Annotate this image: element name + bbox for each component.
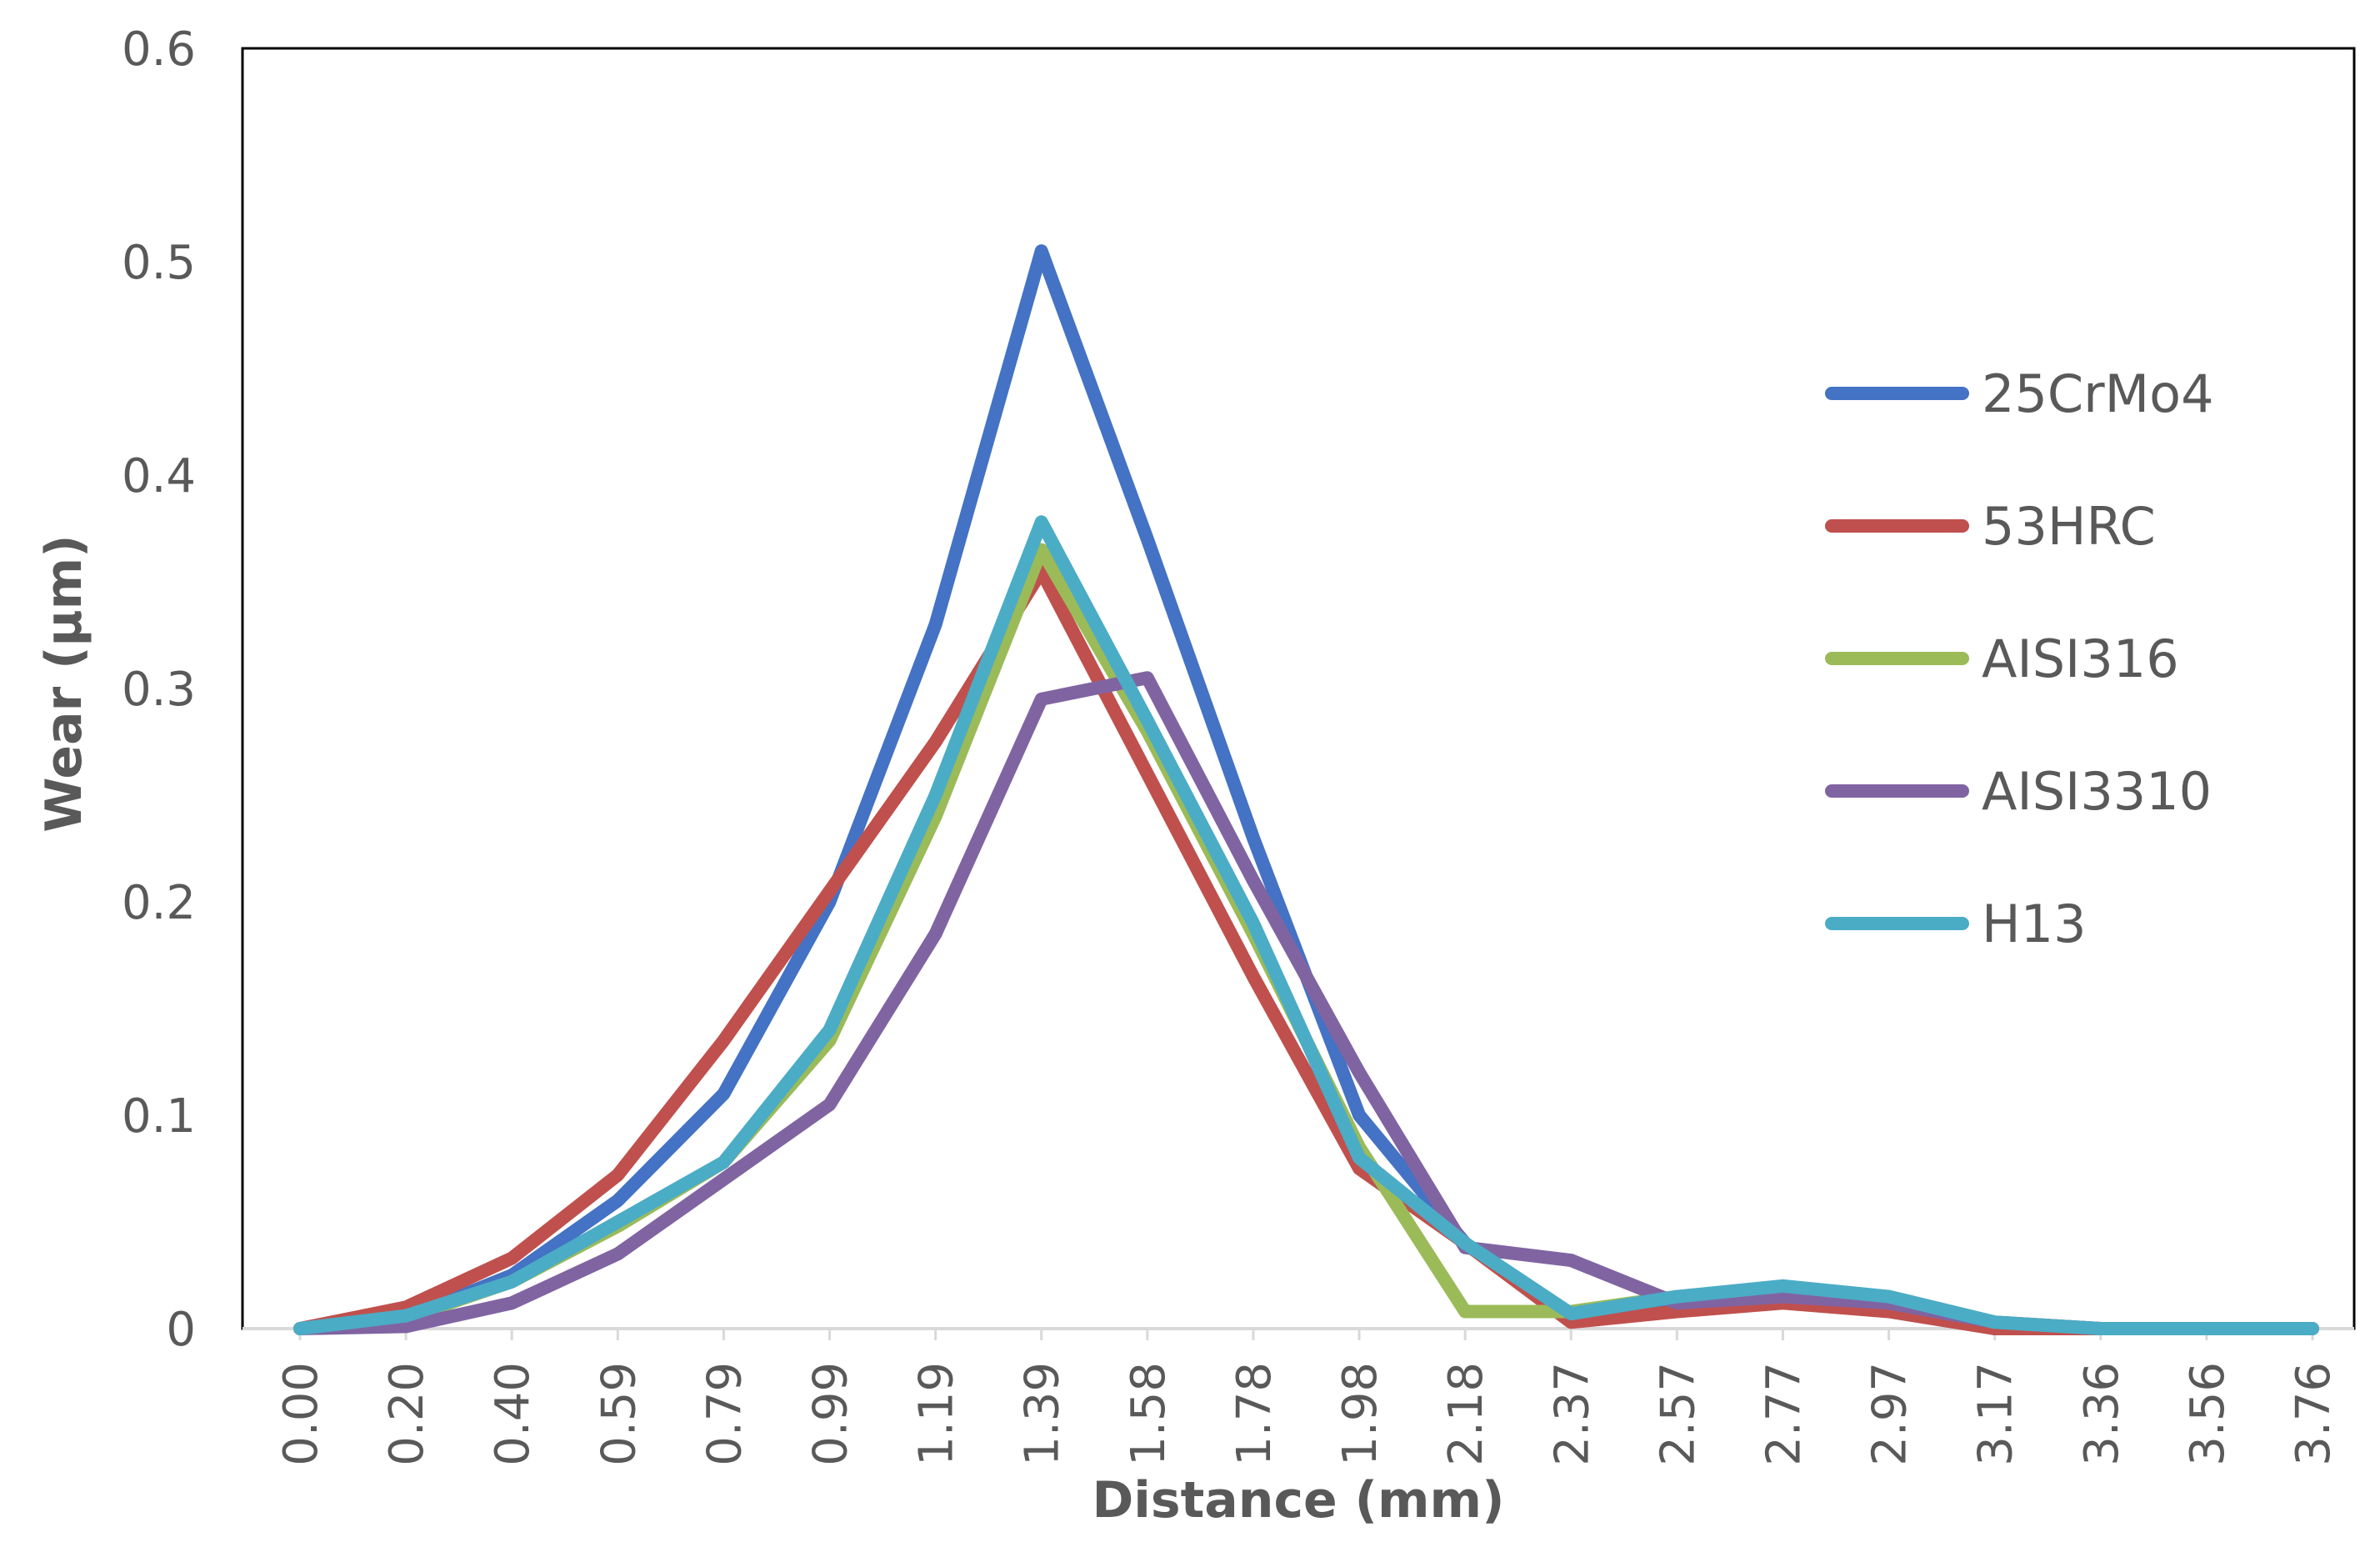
y-tick-label: 0.4: [122, 449, 196, 503]
x-tick-label: 2.37: [1545, 1362, 1599, 1466]
x-tick-label: 0.99: [804, 1362, 858, 1466]
x-tick-label: 0.20: [380, 1362, 434, 1466]
x-tick-label: 3.56: [2181, 1362, 2235, 1466]
x-tick-label: 0.79: [698, 1362, 752, 1466]
x-tick-label: 2.57: [1651, 1362, 1705, 1466]
legend-label-53hrc: 53HRC: [1982, 496, 2156, 557]
series-line-h13: [293, 515, 2319, 1335]
x-tick-label: 2.97: [1863, 1362, 1918, 1466]
x-tick-label: 3.17: [1969, 1362, 2023, 1466]
x-tick-label: 2.77: [1757, 1362, 1811, 1466]
x-tick-label: 1.78: [1228, 1362, 1282, 1466]
y-tick-label: 0.3: [122, 663, 196, 717]
y-tick-label: 0: [166, 1303, 196, 1357]
x-tick-label: 3.36: [2075, 1362, 2129, 1466]
legend-label-25crmo4: 25CrMo4: [1982, 363, 2214, 424]
x-axis-title: Distance (mm): [1092, 1471, 1505, 1529]
x-tick-label: 1.39: [1016, 1362, 1070, 1466]
legend-label-h13: H13: [1982, 894, 2087, 954]
x-tick-label: 0.59: [592, 1362, 646, 1466]
x-tick-label: 1.19: [910, 1362, 964, 1466]
y-tick-label: 0.5: [122, 236, 196, 290]
x-tick-label: 1.58: [1122, 1362, 1176, 1466]
y-tick-label: 0.2: [122, 876, 196, 930]
y-axis-title: Wear (µm): [35, 534, 93, 832]
x-tick-label: 2.18: [1439, 1362, 1493, 1466]
x-tick-label: 0.40: [486, 1362, 540, 1466]
axes-layer: 0 0.1 0.2 0.3 0.4 0.5 0.6 0.00 0.20 0.40 0.59 0.79 0…: [122, 23, 2356, 1466]
y-tick-label: 0.1: [122, 1089, 196, 1144]
legend: 25CrMo4 53HRC AISI316 AISI3310 H13: [1825, 363, 2214, 954]
series-layer: [293, 244, 2319, 1335]
legend-label-aisi316: AISI316: [1982, 628, 2179, 689]
x-tick-label: 0.00: [274, 1362, 328, 1466]
legend-label-aisi3310: AISI3310: [1982, 761, 2212, 822]
x-tick-label: 3.76: [2287, 1362, 2341, 1466]
x-tick-label: 1.98: [1333, 1362, 1388, 1466]
y-tick-label: 0.6: [122, 23, 196, 77]
